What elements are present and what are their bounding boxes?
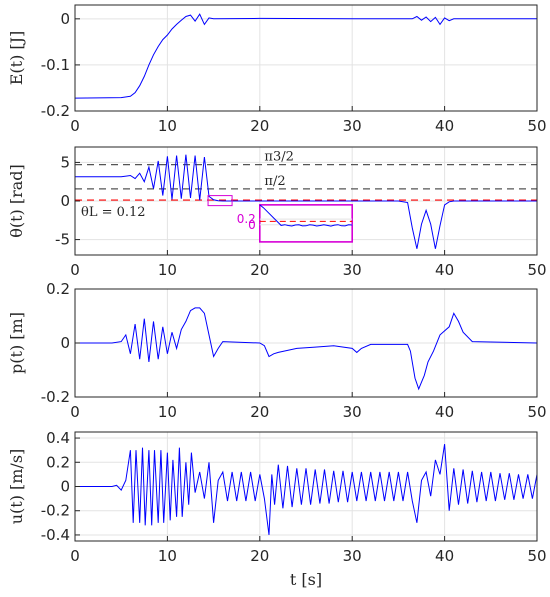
y-tick-label: 0.2 (46, 280, 70, 298)
y-axis-label: p(t) [m] (7, 312, 26, 374)
x-tick-label: 30 (343, 403, 362, 421)
inset-tick-label: 0.2 (237, 212, 256, 226)
x-tick-label: 20 (250, 547, 269, 565)
y-axis-label: u(t) [m/s] (7, 449, 26, 525)
reference-line-label: π3/2 (264, 150, 293, 165)
x-tick-label: 40 (435, 547, 454, 565)
x-tick-label: 20 (250, 403, 269, 421)
y-tick-label: 0 (60, 478, 70, 496)
y-tick-label: -0.1 (41, 56, 70, 74)
reference-line-label: θL = 0.12 (81, 205, 146, 220)
y-tick-label: -0.2 (41, 102, 70, 120)
inset-series-line (259, 204, 353, 227)
y-tick-label: -0.2 (41, 388, 70, 406)
y-tick-label: -5 (55, 231, 70, 249)
panel-2: π3/2π/2θL = 0.12 0.200 10 20 30 40 5050-5θ(t) … (7, 146, 547, 279)
x-tick-label: 0 (70, 261, 80, 279)
x-tick-label: 40 (435, 261, 454, 279)
x-tick-label: 50 (527, 117, 546, 135)
axes-frame (74, 4, 538, 112)
reference-line-label: π/2 (264, 174, 285, 189)
panel-4: 0 10 20 30 40 50 0.4 0.2 0 -0.2 -0.4 u(t) [m/s] t [s… (7, 429, 547, 589)
x-tick-label: 10 (158, 117, 177, 135)
x-tick-label: 0 (70, 117, 80, 135)
x-tick-label: 20 (250, 117, 269, 135)
inset-panel: 0.20 (237, 204, 353, 243)
y-tick-label: 0 (60, 192, 70, 210)
x-tick-label: 0 (70, 403, 80, 421)
x-tick-label: 10 (158, 403, 177, 421)
inset-frame (258, 204, 353, 243)
inset-tick-label: 0 (248, 218, 256, 232)
data-series-line (75, 307, 538, 391)
panel-1: 0 10 20 30 40 50 0 -0.1 -0.2 E(t) [J] (7, 4, 547, 135)
x-axis-label: t [s] (290, 570, 322, 589)
y-tick-label: 0.4 (46, 429, 70, 447)
data-series-line (74, 13, 537, 99)
y-tick-label: 5 (60, 153, 70, 171)
y-tick-label: 0.2 (46, 453, 70, 471)
y-tick-label: 0 (60, 334, 70, 352)
x-tick-label: 30 (343, 547, 362, 565)
y-tick-label: -0.4 (41, 526, 70, 544)
x-tick-label: 10 (158, 547, 177, 565)
y-axis-label: E(t) [J] (7, 31, 26, 86)
x-tick-label: 50 (527, 403, 546, 421)
x-tick-label: 40 (435, 403, 454, 421)
inset-source-box (207, 195, 233, 207)
y-tick-label: -0.2 (41, 502, 70, 520)
data-series-line (75, 154, 537, 249)
x-tick-label: 30 (343, 261, 362, 279)
panel-3: 0 10 20 30 40 500.20-0.2p(t) [m] (7, 280, 547, 421)
x-tick-label: 30 (343, 117, 362, 135)
x-tick-label: 0 (70, 547, 80, 565)
y-axis-label: θ(t) [rad] (7, 164, 26, 238)
x-tick-label: 50 (527, 261, 546, 279)
x-tick-label: 20 (250, 261, 269, 279)
data-series-line (75, 444, 538, 535)
x-tick-label: 50 (527, 547, 546, 565)
x-tick-label: 10 (158, 261, 177, 279)
x-tick-label: 40 (435, 117, 454, 135)
y-tick-label: 0 (60, 10, 70, 28)
